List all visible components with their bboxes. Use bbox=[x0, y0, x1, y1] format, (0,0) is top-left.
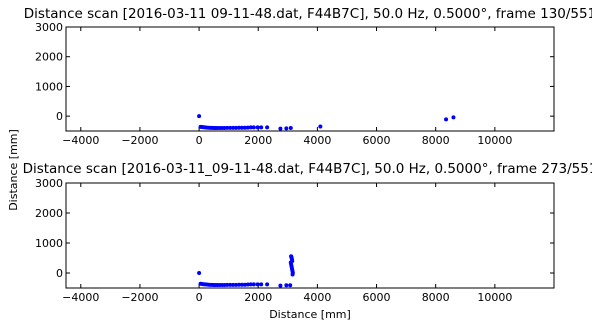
data-point bbox=[234, 282, 239, 287]
x-axis-label: Distance [mm] bbox=[269, 308, 351, 321]
y-tick-label: 0 bbox=[56, 267, 63, 280]
data-point bbox=[225, 282, 230, 287]
x-tick-label: 6000 bbox=[363, 134, 391, 147]
x-tick-label: 6000 bbox=[363, 291, 391, 304]
data-point bbox=[248, 282, 253, 287]
data-point bbox=[237, 282, 242, 287]
plot-frame bbox=[65, 182, 555, 289]
y-tick-label: 3000 bbox=[35, 177, 63, 190]
data-point bbox=[255, 282, 260, 287]
data-point bbox=[289, 254, 294, 259]
subplot-frame-273: Distance scan [2016-03-11_09-11-48.dat, … bbox=[23, 161, 592, 304]
data-point bbox=[318, 124, 323, 129]
data-point bbox=[245, 125, 250, 130]
data-point bbox=[231, 282, 236, 287]
data-point bbox=[225, 125, 230, 130]
data-point bbox=[451, 115, 456, 120]
data-point bbox=[197, 114, 202, 119]
data-point bbox=[197, 271, 202, 275]
data-point bbox=[242, 125, 247, 130]
data-point bbox=[284, 126, 289, 131]
x-tick-label: 10000 bbox=[477, 291, 512, 304]
x-tick-label: 8000 bbox=[422, 134, 450, 147]
data-point bbox=[255, 125, 260, 130]
scatter-series bbox=[197, 254, 295, 288]
y-tick-label: 2000 bbox=[35, 207, 63, 220]
x-tick-label: 8000 bbox=[422, 291, 450, 304]
data-point bbox=[231, 125, 236, 130]
chart-title: Distance scan [2016-03-11 09-11-48.dat, … bbox=[24, 6, 592, 22]
data-point bbox=[265, 282, 270, 287]
y-tick-label: 3000 bbox=[35, 21, 63, 34]
y-tick-label: 1000 bbox=[35, 237, 63, 250]
data-point bbox=[259, 125, 264, 130]
data-point bbox=[239, 125, 244, 130]
data-point bbox=[239, 282, 244, 287]
data-point bbox=[288, 283, 293, 288]
chart-title: Distance scan [2016-03-11_09-11-48.dat, … bbox=[23, 161, 592, 177]
axis-ticks: −4000 −2000 0 2000 4000 6000 8000 10000 0 1000 200… bbox=[35, 21, 554, 147]
x-tick-label: 2000 bbox=[244, 291, 272, 304]
x-tick-label: 2000 bbox=[244, 134, 272, 147]
x-tick-label: 0 bbox=[196, 134, 203, 147]
x-tick-label: 4000 bbox=[303, 291, 331, 304]
plot-frame bbox=[65, 26, 555, 132]
x-tick-label: 10000 bbox=[477, 134, 512, 147]
data-point bbox=[237, 125, 242, 130]
data-point bbox=[251, 125, 256, 130]
data-point bbox=[245, 282, 250, 287]
data-point bbox=[248, 125, 253, 130]
y-tick-label: 2000 bbox=[35, 51, 63, 64]
data-point bbox=[278, 126, 283, 131]
data-point bbox=[444, 117, 449, 122]
x-tick-label: 0 bbox=[196, 291, 203, 304]
x-tick-label: −4000 bbox=[62, 134, 99, 147]
data-point bbox=[251, 282, 256, 287]
scatter-series bbox=[197, 114, 456, 131]
data-point bbox=[259, 282, 264, 287]
y-axis-label: Distance [mm] bbox=[7, 129, 20, 211]
data-point bbox=[288, 126, 293, 131]
x-tick-label: −2000 bbox=[121, 291, 158, 304]
y-tick-label: 0 bbox=[56, 110, 63, 123]
data-point bbox=[290, 272, 295, 277]
x-tick-label: 4000 bbox=[303, 134, 331, 147]
y-tick-label: 1000 bbox=[35, 80, 63, 93]
data-point bbox=[242, 282, 247, 287]
x-tick-label: −4000 bbox=[62, 291, 99, 304]
data-point bbox=[228, 125, 233, 130]
data-point bbox=[278, 283, 283, 288]
data-point bbox=[284, 283, 289, 288]
subplot-frame-130: Distance scan [2016-03-11 09-11-48.dat, … bbox=[24, 6, 592, 147]
axis-ticks: −4000 −2000 0 2000 4000 6000 8000 10000 0 1000 200… bbox=[35, 177, 554, 304]
data-point bbox=[234, 125, 239, 130]
data-point bbox=[265, 125, 270, 130]
data-point bbox=[228, 282, 233, 287]
x-tick-label: −2000 bbox=[121, 134, 158, 147]
